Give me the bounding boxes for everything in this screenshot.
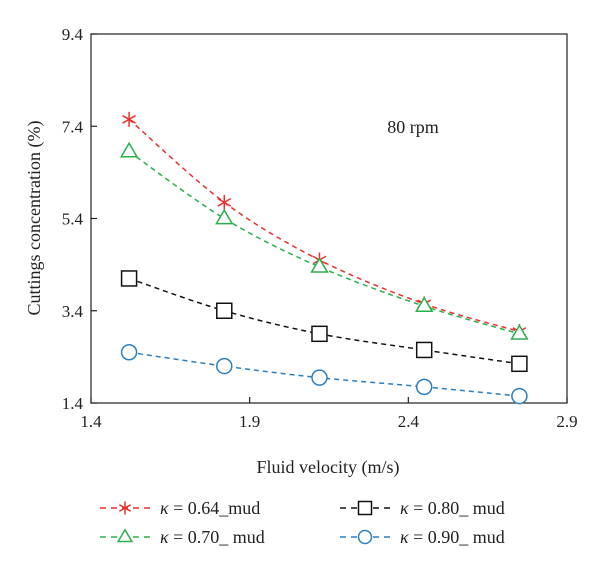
marker-triangle bbox=[119, 141, 139, 158]
series-2 bbox=[120, 270, 528, 373]
x-tick-label: 2.4 bbox=[398, 412, 420, 431]
marker-circle bbox=[216, 357, 233, 375]
x-tick-label: 2.9 bbox=[556, 412, 577, 431]
marker-triangle bbox=[415, 296, 434, 313]
series-line bbox=[128, 151, 520, 335]
marker-circle bbox=[357, 529, 373, 545]
series-0 bbox=[122, 111, 527, 340]
legend-item-2: κ = 0.80_ mud bbox=[340, 498, 505, 518]
marker-asterisk bbox=[217, 194, 232, 210]
marker-square bbox=[415, 341, 433, 359]
marker-circle bbox=[120, 344, 138, 361]
marker-asterisk bbox=[118, 501, 132, 515]
y-tick-label: 1.4 bbox=[62, 394, 84, 413]
marker-square bbox=[357, 500, 373, 516]
series-3 bbox=[120, 344, 528, 405]
legend-item-1: κ = 0.70_ mud bbox=[100, 527, 265, 547]
marker-square bbox=[511, 355, 528, 373]
legend-label: κ = 0.80_ mud bbox=[400, 498, 505, 518]
legend-label: κ = 0.64_mud bbox=[160, 498, 260, 518]
x-tick-label: 1.9 bbox=[239, 412, 260, 431]
series-line bbox=[128, 118, 520, 333]
marker-square bbox=[216, 302, 233, 319]
marker-circle bbox=[311, 369, 328, 386]
y-axis-ticks: 1.4 3.4 5.4 7.4 9.4 bbox=[62, 25, 97, 413]
legend: κ = 0.64_mud κ = 0.70_ mud κ = 0.80_ mud κ … bbox=[100, 498, 505, 547]
plot-area bbox=[90, 33, 568, 404]
y-tick-label: 9.4 bbox=[62, 25, 84, 44]
marker-triangle bbox=[215, 208, 234, 225]
plot-frame bbox=[90, 33, 568, 404]
legend-label: κ = 0.70_ mud bbox=[160, 527, 265, 547]
y-tick-label: 5.4 bbox=[62, 210, 84, 229]
legend-item-3: κ = 0.90_ mud bbox=[340, 527, 505, 547]
marker-asterisk bbox=[122, 111, 136, 127]
x-axis-ticks: 1.4 1.9 2.4 2.9 bbox=[80, 397, 578, 431]
y-tick-label: 7.4 bbox=[62, 117, 84, 136]
x-axis-title: Fluid velocity (m/s) bbox=[257, 457, 400, 478]
marker-square bbox=[311, 325, 328, 343]
series-layer bbox=[119, 111, 529, 405]
series-1 bbox=[119, 141, 529, 340]
marker-circle bbox=[511, 387, 528, 405]
annotation-rpm: 80 rpm bbox=[387, 117, 439, 137]
y-axis-title: Cuttings concentration (%) bbox=[24, 121, 45, 316]
marker-triangle bbox=[116, 528, 134, 543]
legend-item-0: κ = 0.64_mud bbox=[100, 498, 260, 518]
marker-square bbox=[120, 270, 138, 287]
y-tick-label: 3.4 bbox=[62, 302, 84, 321]
series-line bbox=[128, 277, 520, 365]
marker-triangle bbox=[310, 257, 329, 273]
legend-label: κ = 0.90_ mud bbox=[400, 527, 505, 547]
marker-circle bbox=[415, 378, 433, 396]
x-tick-label: 1.4 bbox=[80, 412, 102, 431]
marker-triangle bbox=[510, 323, 529, 340]
